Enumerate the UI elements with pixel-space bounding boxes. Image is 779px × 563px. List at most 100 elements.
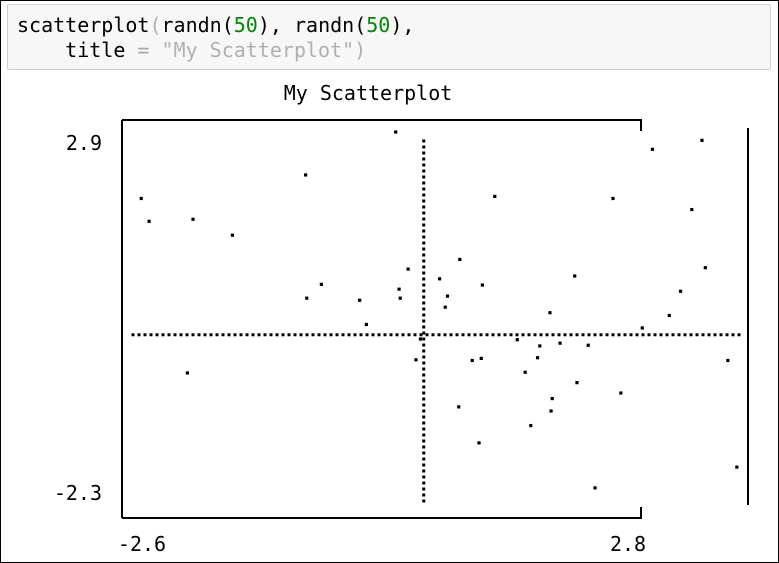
x-tick-left: -2.6 [118,532,166,556]
horizontal-zero-axis-dot [269,333,273,337]
vertical-zero-axis-dot [422,361,426,365]
horizontal-zero-axis-dot [425,333,429,337]
scatter-point-10 [364,322,369,327]
horizontal-zero-axis-dot [149,333,153,337]
randn-arg-a: 50 [233,13,258,37]
vertical-zero-axis-dot [422,469,426,473]
horizontal-zero-axis-dot [719,333,723,337]
vertical-zero-axis-dot [422,397,426,401]
horizontal-zero-axis-dot [377,333,381,337]
horizontal-zero-axis-dot [491,333,495,337]
horizontal-zero-axis-dot [581,333,585,337]
scatter-point-8 [319,282,323,286]
vertical-zero-axis-dot [422,331,426,335]
vertical-zero-axis-dot [422,451,426,455]
horizontal-zero-axis-dot [677,333,681,337]
vertical-zero-axis-dot [422,481,426,485]
scatter-point-41 [477,441,481,445]
horizontal-zero-axis-dot [737,333,741,337]
vertical-zero-axis-dot [422,373,426,377]
horizontal-zero-axis-dot [179,333,183,337]
scatter-point-48 [515,338,519,342]
horizontal-zero-axis-dot [545,333,549,337]
vertical-zero-axis-dot [422,427,426,431]
vertical-zero-axis-dot [422,349,426,353]
scatter-point-27 [575,381,579,385]
vertical-zero-axis-dot [422,253,426,257]
scatter-point-36 [703,266,707,270]
horizontal-zero-axis-dot [371,333,375,337]
horizontal-zero-axis-dot [245,333,249,337]
horizontal-zero-axis-dot [623,333,627,337]
horizontal-zero-axis-dot [701,333,705,337]
vertical-zero-axis-dot [422,367,426,371]
scatter-point-20 [458,257,462,262]
horizontal-zero-axis-dot [323,333,327,337]
scatter-point-5 [304,173,308,177]
vertical-zero-axis-dot [422,475,426,479]
horizontal-zero-axis-dot [671,333,675,337]
horizontal-zero-axis-dot [557,333,561,337]
vertical-zero-axis-dot [422,499,426,503]
horizontal-zero-axis-dot [353,333,357,337]
vertical-zero-axis-dot [422,181,426,185]
horizontal-zero-axis-dot [293,333,297,337]
horizontal-zero-axis-dot [221,333,225,337]
x-tick-right: 2.8 [610,532,646,556]
horizontal-zero-axis-dot [539,333,543,337]
vertical-zero-axis-dot [422,403,426,407]
horizontal-zero-axis-dot [653,333,657,337]
vertical-zero-axis-dot [422,385,426,389]
horizontal-zero-axis-dot [659,333,663,337]
horizontal-zero-axis-dot [299,333,303,337]
scatter-point-25 [573,274,577,278]
scatter-point-42 [538,344,542,348]
randn-arg-b: 50 [366,13,391,37]
open-paren: ( [149,13,162,37]
horizontal-zero-axis-dot [389,333,393,337]
scatter-point-3 [191,217,195,221]
vertical-zero-axis-dot [422,175,426,179]
horizontal-zero-axis-dot [341,333,345,337]
vertical-zero-axis-dot [422,139,426,143]
scatter-point-34 [690,207,694,212]
horizontal-zero-axis-dot [605,333,609,337]
vertical-zero-axis-dot [422,163,426,167]
horizontal-zero-axis-dot [455,333,459,337]
horizontal-zero-axis-dot [275,333,279,337]
horizontal-zero-axis-dot [191,333,195,337]
horizontal-zero-axis-dot [713,333,717,337]
scatter-point-38 [735,465,739,469]
horizontal-zero-axis-dot [227,333,231,337]
vertical-zero-axis-dot [422,259,426,263]
vertical-zero-axis-dot [422,307,426,311]
vertical-zero-axis-dot [422,217,426,221]
vertical-zero-axis-dot [422,205,426,209]
vertical-zero-axis-dot [422,355,426,359]
vertical-zero-axis-dot [422,457,426,461]
frame-bottom [122,507,642,519]
scatter-point-33 [678,289,683,293]
horizontal-zero-axis-dot [629,333,633,337]
horizontal-zero-axis-dot [209,333,213,337]
horizontal-zero-axis-dot [611,333,615,337]
scatter-point-7 [305,296,309,300]
vertical-zero-axis-dot [422,301,426,305]
scatter-point-43 [535,356,540,360]
vertical-zero-axis-dot [422,277,426,281]
scatter-point-47 [619,391,623,395]
code-input-cell[interactable]: scatterplot(randn(50), randn(50), title … [7,4,771,70]
vertical-zero-axis-dot [422,193,426,197]
scatter-point-2 [147,219,151,223]
vertical-zero-axis-dot [422,343,426,347]
horizontal-zero-axis-dot [467,333,471,337]
vertical-zero-axis-dot [422,337,426,341]
horizontal-zero-axis-dot [479,333,483,337]
randn-close-a: ) [257,13,270,37]
scatter-point-22 [548,311,552,315]
zero-axis-lines [131,139,741,503]
function-name: scatterplot [17,13,150,37]
code-line-1: scatterplot(randn(50), randn(50), [17,13,414,37]
horizontal-zero-axis-dot [431,333,435,337]
scatter-point-37 [726,358,730,363]
